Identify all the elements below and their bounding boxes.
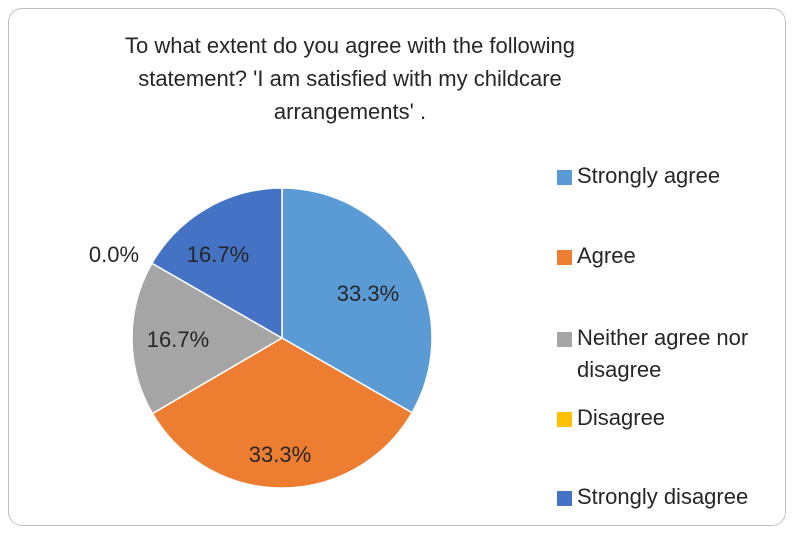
pie-slice-agree <box>151 337 414 489</box>
legend-label-strongly-disagree: Strongly disagree <box>577 484 749 509</box>
legend-item-neither: Neither agree nor disagree <box>557 322 787 386</box>
legend-label-disagree: Disagree <box>577 405 666 430</box>
chart-title-line-3: arrangements' . <box>273 99 427 124</box>
legend-swatch-strongly-agree <box>557 170 572 185</box>
data-label-neither: 16.7% <box>147 327 209 352</box>
legend-item-agree: Agree <box>557 240 787 272</box>
data-label-disagree: 0.0% <box>89 242 139 267</box>
data-label-strongly-disagree: 16.7% <box>187 242 249 267</box>
legend-item-disagree: Disagree <box>557 402 787 434</box>
chart-title-line-2: statement? 'I am satisfied with my child… <box>138 66 562 91</box>
data-label-agree: 33.3% <box>249 442 311 467</box>
chart-title-line-1: To what extent do you agree with the fol… <box>124 33 576 58</box>
legend-item-strongly-disagree: Strongly disagree <box>557 481 787 513</box>
pie-slice-strongly-agree <box>281 187 433 414</box>
pie-slice-strongly-disagree <box>150 187 283 340</box>
pie-slice-neither <box>131 262 284 415</box>
data-label-strongly-agree: 33.3% <box>337 281 399 306</box>
legend-label-neither: Neither agree nor disagree <box>577 325 749 382</box>
legend-swatch-strongly-disagree <box>557 491 572 506</box>
legend-label-strongly-agree: Strongly agree <box>577 163 721 188</box>
legend-swatch-agree <box>557 250 572 265</box>
legend-item-strongly-agree: Strongly agree <box>557 160 787 192</box>
chart-title: To what extent do you agree with the fol… <box>100 29 600 128</box>
legend-swatch-neither <box>557 332 572 347</box>
legend-label-agree: Agree <box>577 243 636 268</box>
legend-swatch-disagree <box>557 412 572 427</box>
